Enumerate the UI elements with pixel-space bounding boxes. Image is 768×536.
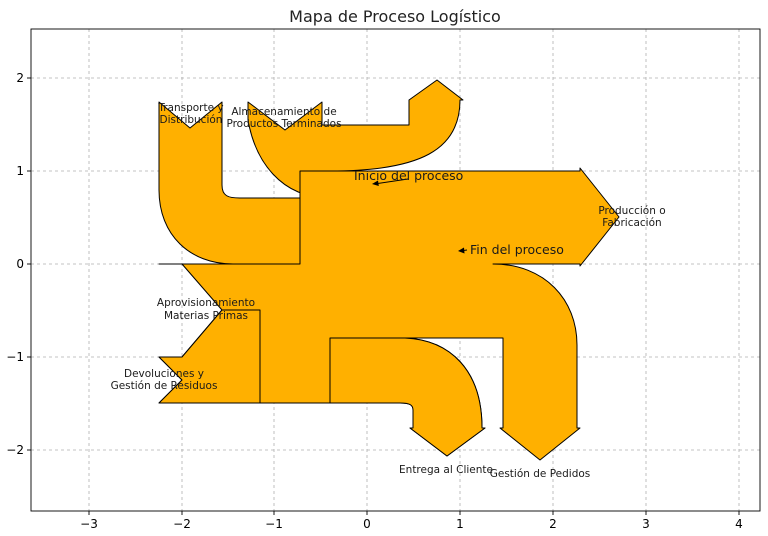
annotation-end: Fin del proceso [458,242,564,257]
annotation-start: Inicio del proceso [354,168,463,186]
y-tick-label: −2 [6,443,24,457]
y-tick-label: 1 [16,164,24,178]
x-tick-label: 3 [642,517,650,531]
y-tick-label: −1 [6,350,24,364]
label-produccion-1: Producción o [598,205,665,217]
flow-shapes [158,79,620,461]
label-transporte-1: Transporte y [157,102,223,114]
label-aprovisionamiento-1: Aprovisionamiento [157,297,255,309]
returns-inlet-flow [158,309,261,404]
x-tick-label: −1 [265,517,283,531]
x-tick-label: 4 [735,517,743,531]
x-tick-label: −2 [173,517,191,531]
diagram-title: Mapa de Proceso Logístico [289,7,501,26]
label-almacenamiento-2: Productos Terminados [226,118,341,130]
y-tick-label: 2 [16,71,24,85]
label-almacenamiento-1: Almacenamiento de [231,106,336,118]
end-arrowhead-icon [458,247,465,254]
storage-feedback-flow [247,79,464,199]
label-produccion-2: Fabricación [602,217,661,229]
delivery-branch-flow [329,337,486,457]
x-tick-label: −3 [80,517,98,531]
x-tick-label: 1 [456,517,464,531]
label-devoluciones-1: Devoluciones y [124,368,204,380]
start-annotation-label: Inicio del proceso [354,168,463,183]
label-entrega-cliente: Entrega al Cliente [399,464,493,476]
y-tick-label: 0 [16,257,24,271]
x-tick-label: 2 [549,517,557,531]
label-transporte-2: Distribución [160,114,223,126]
end-annotation-label: Fin del proceso [470,242,564,257]
x-tick-label: 0 [363,517,371,531]
start-annotation-arrow [373,178,409,185]
label-aprovisionamiento-2: Materias Primas [164,310,248,322]
label-devoluciones-2: Gestión de Residuos [111,380,218,392]
y-ticks [27,77,31,451]
plot-frame [30,28,761,512]
start-arrowhead-icon [372,180,379,186]
x-ticks [88,511,740,515]
label-gestion-pedidos: Gestión de Pedidos [490,468,591,480]
